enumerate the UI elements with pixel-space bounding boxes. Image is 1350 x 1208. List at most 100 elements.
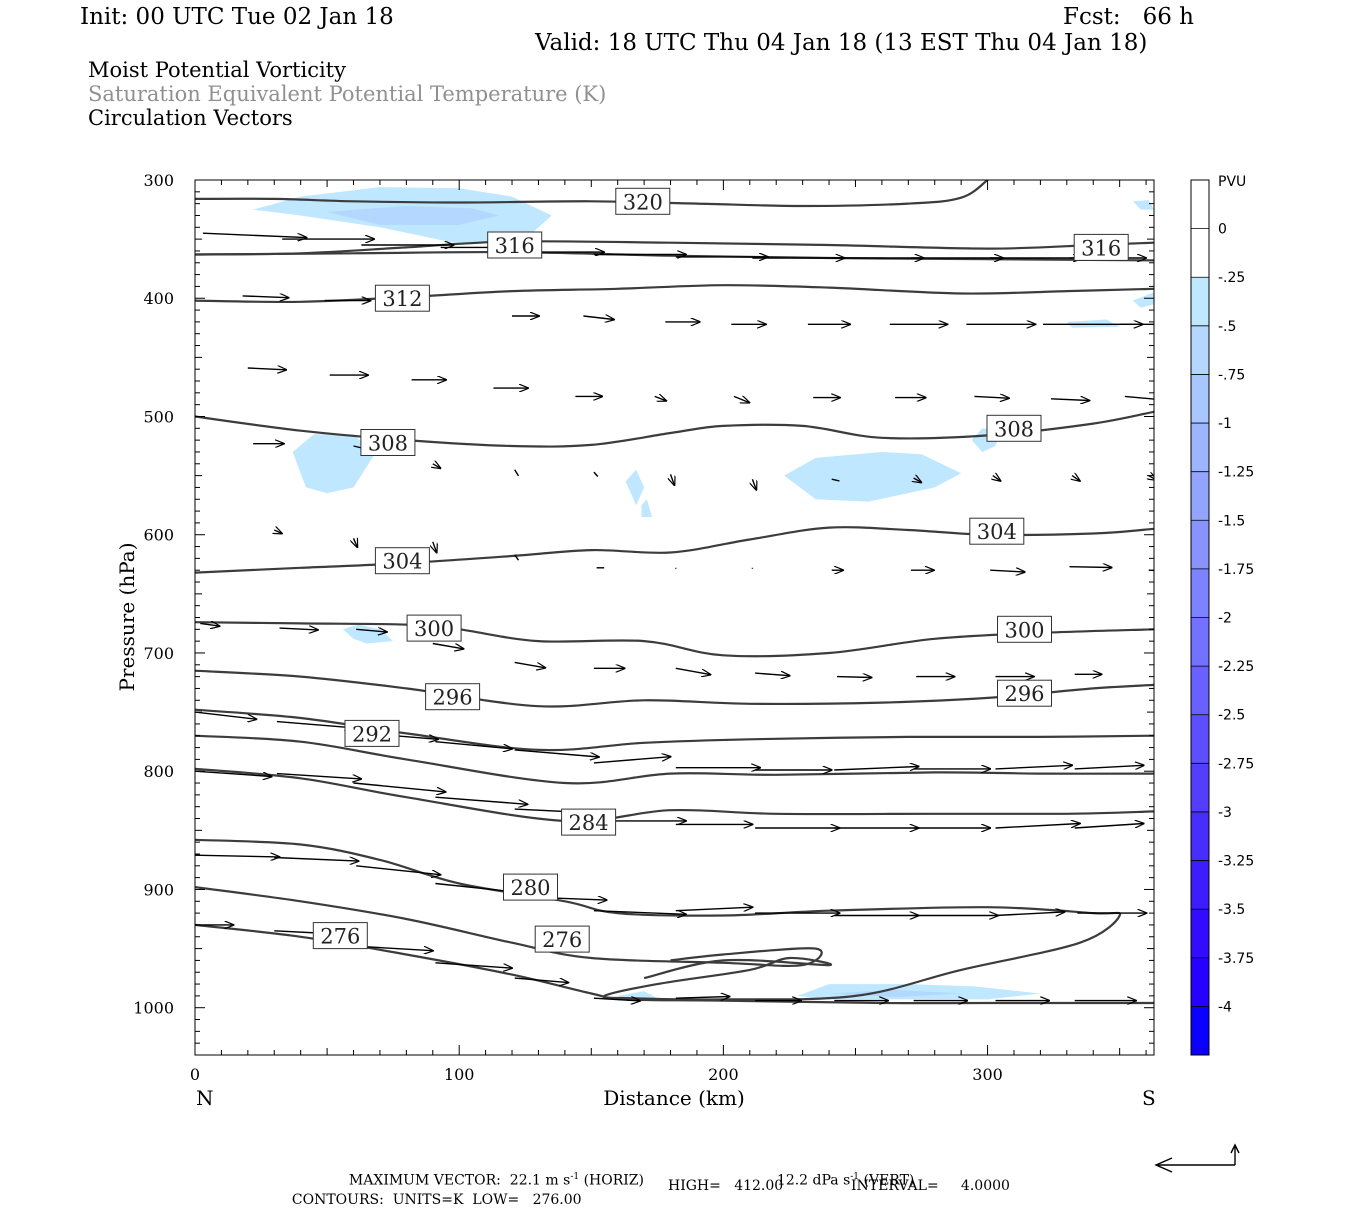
vector-arrow	[274, 530, 282, 534]
theta-e-contours	[195, 180, 1154, 1005]
x-end-label-s: S	[1142, 1086, 1156, 1110]
vector-arrow	[593, 998, 640, 1001]
pv-region	[625, 469, 645, 506]
vector-arrow	[514, 749, 599, 757]
vector-arrow	[514, 554, 520, 561]
y-tick-label: 400	[143, 289, 174, 308]
contour-label-box	[374, 284, 430, 312]
colorbar-label: -.75	[1218, 367, 1245, 383]
colorbar-label: -1.5	[1218, 513, 1245, 529]
contour-label-box	[425, 683, 481, 711]
contour-line	[195, 621, 1154, 658]
contour-label: 312	[382, 287, 422, 311]
contour-label: 320	[623, 190, 663, 214]
vector-arrow	[514, 661, 546, 667]
max-vert-unit: (VERT)	[863, 1172, 915, 1189]
contour-label: 316	[1081, 236, 1121, 260]
colorbar-label: -1.75	[1218, 562, 1254, 578]
pv-region	[327, 206, 499, 225]
vector-arrow	[755, 673, 790, 676]
colorbar-label: -4	[1218, 999, 1232, 1015]
forecast-hour: Fcst: 66 h	[1063, 4, 1194, 30]
y-tick-label: 900	[143, 880, 174, 899]
max-horiz-value: 22.1 m s	[509, 1172, 571, 1189]
vector-arrow	[990, 570, 1024, 572]
colorbar-swatch	[1191, 1006, 1209, 1056]
colorbar-swatch	[1191, 180, 1209, 230]
vector-arrow	[675, 997, 730, 999]
contour-line	[195, 250, 1154, 262]
vector-arrow	[993, 476, 1001, 481]
contour-line	[195, 734, 1154, 785]
colorbar-label: 0	[1218, 222, 1227, 238]
vector-arrow	[1074, 765, 1144, 769]
contour-label-box	[1073, 233, 1129, 261]
colorbar-label: -3.5	[1218, 902, 1245, 918]
x-tick-label: 200	[708, 1065, 739, 1084]
vector-arrow	[514, 977, 569, 983]
vector-arrow	[195, 770, 272, 776]
footer-max-vector: MAXIMUM VECTOR: 22.1 m s-1 (HORIZ)	[340, 1159, 644, 1188]
vector-arrow	[353, 782, 446, 792]
contour-label: 300	[414, 617, 454, 641]
pv-region	[829, 990, 962, 998]
init-time: Init: 00 UTC Tue 02 Jan 18	[80, 4, 394, 30]
title-vectors: Circulation Vectors	[88, 106, 293, 130]
contour-label: 276	[542, 928, 582, 952]
contour-line	[195, 886, 823, 968]
vector-arrow	[593, 911, 686, 915]
colorbar-label: -3.75	[1218, 951, 1254, 967]
colorbar-label: -3	[1218, 805, 1232, 821]
contour-labels: 320 316 316 312 308 308 304 304 300 300 296 296 292 2…	[312, 187, 1129, 953]
pv-region	[784, 452, 962, 502]
vector-arrow	[354, 538, 358, 547]
max-horiz-unit: (HORIZ)	[583, 1172, 644, 1189]
colorbar-swatch	[1191, 763, 1209, 813]
colorbar-label: -2	[1218, 611, 1232, 627]
colorbar-label: -.25	[1218, 270, 1245, 286]
pv-region	[342, 624, 394, 644]
contours-low: LOW= 276.00	[472, 1192, 582, 1208]
y-tick-label: 800	[143, 762, 174, 781]
reference-vector-icon	[1154, 1143, 1240, 1173]
title-mpv: Moist Potential Vorticity	[88, 58, 346, 82]
footer-high: HIGH= 412.00	[668, 1178, 784, 1194]
colorbar-label: -1.25	[1218, 465, 1254, 481]
vector-arrow	[435, 796, 527, 804]
contour-line	[195, 284, 1154, 304]
colorbar-swatch	[1191, 957, 1209, 1007]
vector-arrow	[356, 865, 440, 875]
contours-units: UNITS=K	[392, 1192, 464, 1208]
vector-arrow	[247, 368, 286, 370]
contour-label-box	[360, 429, 416, 456]
vector-arrow	[752, 478, 756, 490]
contour-label: 316	[495, 234, 535, 258]
contour-label: 296	[1004, 682, 1044, 706]
colorbar-swatch	[1191, 423, 1209, 473]
contour-label-box	[374, 547, 430, 575]
contour-label-box	[503, 873, 558, 901]
vector-arrow	[671, 474, 675, 485]
colorbar-label: -2.75	[1218, 756, 1254, 772]
colorbar-swatch	[1191, 277, 1209, 327]
vector-arrow	[433, 541, 437, 553]
colorbar-swatch	[1191, 666, 1209, 716]
axes: 0 100 200 300 300 400 500 600 700 800 900 1000	[133, 171, 1154, 1084]
contour-label-box	[615, 187, 671, 215]
pv-region	[641, 499, 652, 517]
y-tick-label: 500	[143, 407, 174, 426]
vector-arrow	[1149, 476, 1154, 480]
vector-arrow	[276, 772, 361, 779]
colorbar-swatch	[1191, 714, 1209, 764]
colorbar-swatch	[1191, 228, 1209, 278]
title-thetae: Saturation Equivalent Potential Temperat…	[88, 82, 607, 106]
vector-arrow	[432, 642, 464, 649]
vector-arrow	[974, 396, 1008, 398]
colorbar-swatch	[1191, 860, 1209, 910]
vector-arrow	[583, 316, 614, 320]
contour-label: 284	[569, 811, 609, 835]
max-vector-label: MAXIMUM VECTOR:	[348, 1172, 501, 1189]
vector-arrow	[435, 741, 512, 749]
contour-label-box	[344, 719, 400, 747]
